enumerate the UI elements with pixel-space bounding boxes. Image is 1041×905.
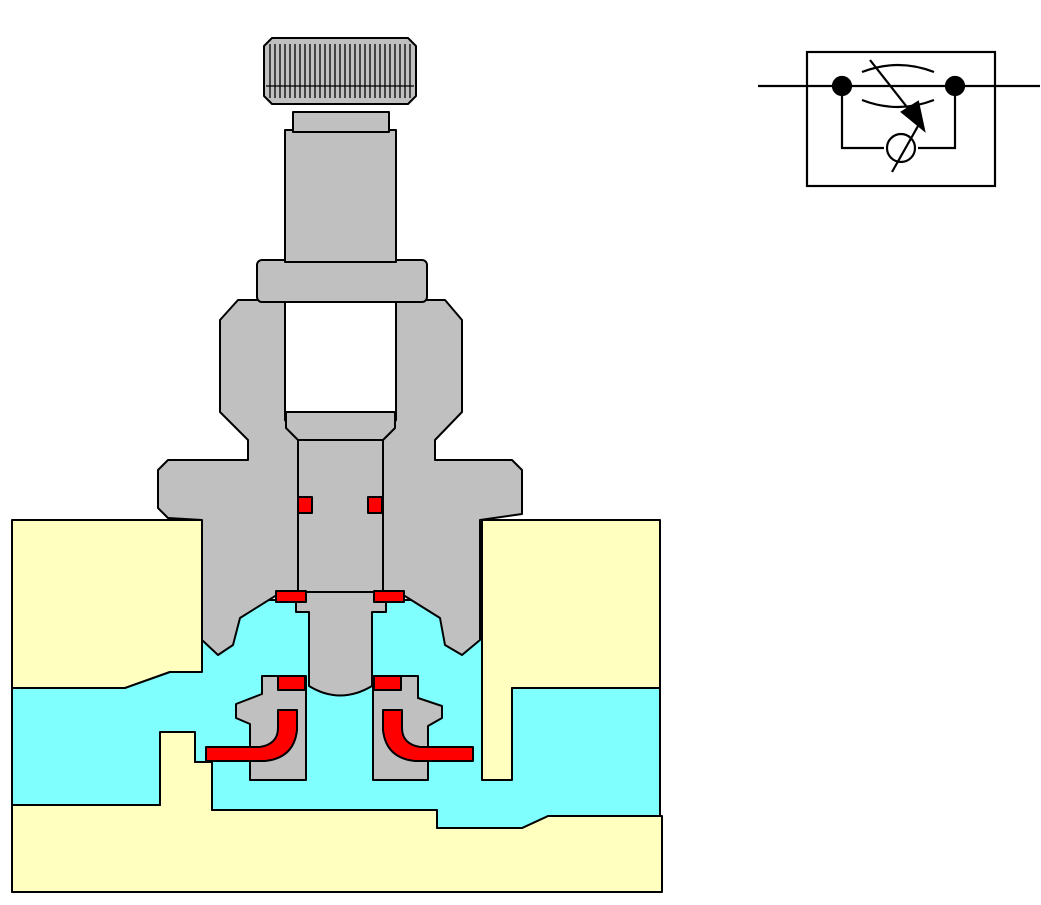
valve-body <box>11 519 663 893</box>
symbol-frame <box>805 50 997 188</box>
check-valve-seal <box>205 675 474 762</box>
spindle <box>284 129 397 263</box>
adjusting-knob <box>263 37 417 105</box>
spindle-collar <box>292 111 390 133</box>
flow-control-symbol <box>758 50 1040 188</box>
o-rings <box>275 496 405 603</box>
bypass-line-left <box>840 86 884 150</box>
throttle-icon <box>861 63 935 109</box>
lock-nut <box>256 259 428 303</box>
adjustable-arrow-icon <box>869 59 926 133</box>
check-valve-icon <box>885 125 919 173</box>
needle-tip <box>295 591 387 697</box>
bypass-line-right <box>918 86 957 150</box>
